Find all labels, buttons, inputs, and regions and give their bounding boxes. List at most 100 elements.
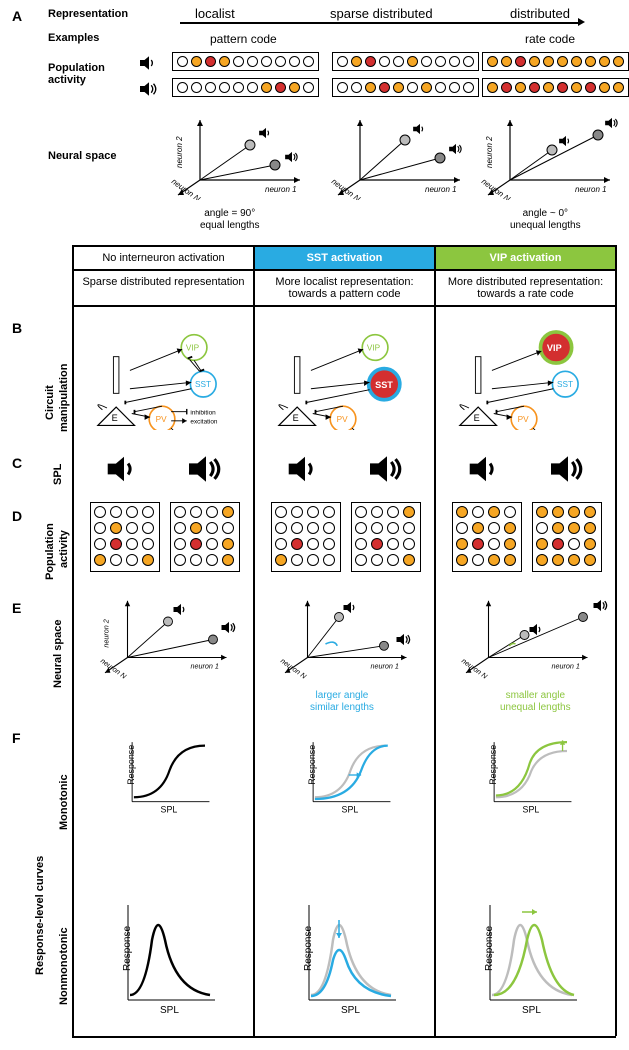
vert-label-manipulation: manipulation	[58, 364, 70, 432]
svg-text:SPL: SPL	[160, 1005, 179, 1016]
speaker-e-vip-1	[528, 622, 546, 637]
vline-3	[434, 306, 436, 1036]
row-label-examples: Examples	[48, 32, 99, 44]
dots-sparse-low	[332, 52, 479, 71]
speaker-ns-sp-1	[412, 122, 428, 136]
curve-mono-none: SPL Response	[110, 735, 220, 815]
svg-text:neuron N: neuron N	[170, 177, 202, 200]
header-sparse: sparse distributed	[330, 6, 433, 21]
svg-text:inhibition: inhibition	[190, 409, 216, 416]
vline-4	[615, 306, 617, 1036]
svg-text:E: E	[112, 413, 118, 423]
circuit-sst: E VIP SST PV	[263, 320, 423, 430]
svg-text:neuron 1: neuron 1	[265, 185, 297, 194]
svg-text:PV: PV	[156, 415, 168, 424]
sub-sst: More localist representation: towards a …	[254, 270, 435, 306]
svg-text:PV: PV	[518, 415, 530, 424]
svg-text:VIP: VIP	[186, 343, 200, 352]
svg-text:SPL: SPL	[523, 804, 540, 814]
svg-text:SPL: SPL	[342, 804, 359, 814]
svg-text:neuron N: neuron N	[480, 177, 512, 200]
speaker-c-vip-low	[467, 452, 505, 486]
svg-text:neuron 1: neuron 1	[371, 661, 399, 670]
circuit-none: E VIP SST PV inhibition excitation	[82, 320, 242, 430]
curve-mono-vip: SPL Response	[472, 735, 582, 815]
speaker-ns-di-2	[604, 116, 620, 130]
speaker-c-sst-low	[286, 452, 324, 486]
curve-nonmono-none: SPL Response	[110, 890, 220, 1020]
speaker-e-sst-1	[342, 600, 360, 615]
svg-text:neuron N: neuron N	[330, 177, 362, 200]
vert-label-circuit: Circuit	[44, 385, 56, 420]
svg-text:Response: Response	[307, 745, 317, 785]
grid-sst-low	[271, 502, 341, 572]
panel-d-letter: D	[12, 508, 22, 524]
grid-vip-high	[532, 502, 602, 572]
svg-text:neuron 1: neuron 1	[425, 185, 457, 194]
svg-text:PV: PV	[337, 415, 349, 424]
grid-none-low	[90, 502, 160, 572]
grid-sst-high	[351, 502, 421, 572]
vert-label-spl: SPL	[52, 464, 64, 485]
curve-mono-sst: SPL Response	[291, 735, 401, 815]
svg-text:SPL: SPL	[341, 1005, 360, 1016]
dots-dist-low	[482, 52, 629, 71]
svg-text:Response: Response	[303, 926, 314, 971]
speaker-c-none-low	[105, 452, 143, 486]
svg-text:Response: Response	[126, 745, 136, 785]
svg-text:Response: Response	[488, 745, 498, 785]
speaker-e-none-1	[172, 602, 190, 617]
hline-bottom	[72, 1036, 616, 1038]
grid-none-high	[170, 502, 240, 572]
caption-e-sst: larger angle similar lengths	[310, 690, 374, 714]
vert-label-monotonic: Monotonic	[58, 774, 70, 830]
speaker-ns-loc-2	[284, 150, 300, 164]
svg-text:neuron 1: neuron 1	[552, 661, 580, 670]
svg-text:Response: Response	[122, 926, 133, 971]
dots-sparse-high	[332, 78, 479, 97]
speaker-icon-high-a	[138, 80, 160, 98]
condition-table: No interneuron activation SST activation…	[72, 245, 617, 307]
svg-text:E: E	[474, 413, 480, 423]
panel-b-letter: B	[12, 320, 22, 336]
svg-text:SST: SST	[375, 380, 393, 390]
svg-text:neuron 1: neuron 1	[191, 661, 219, 670]
vert-label-popact2: activity	[58, 530, 70, 568]
example-rate-code: rate code	[525, 32, 575, 46]
panel-e-letter: E	[12, 600, 21, 616]
speaker-e-none-2	[220, 620, 238, 635]
vert-label-nonmonotonic: Nonmonotonic	[58, 927, 70, 1005]
panel-c-letter: C	[12, 455, 22, 471]
hdr-sst: SST activation	[254, 246, 435, 270]
panel-a-letter: A	[12, 8, 22, 24]
speaker-e-vip-2	[592, 598, 610, 613]
speaker-e-sst-2	[395, 632, 413, 647]
row-label-population: Population activity	[48, 62, 105, 86]
vline-1	[72, 306, 74, 1036]
svg-text:SPL: SPL	[161, 804, 178, 814]
caption-e-vip: smaller angle unequal lengths	[500, 690, 571, 714]
svg-text:Response: Response	[484, 926, 495, 971]
sub-vip: More distributed representation: towards…	[435, 270, 616, 306]
svg-text:E: E	[293, 413, 299, 423]
panel-f-letter: F	[12, 730, 21, 746]
arrow-head	[578, 18, 585, 26]
vert-label-popact: Population	[44, 523, 56, 580]
ns-none: neuron 1 neuron 2 neuron N	[88, 590, 248, 680]
hdr-none: No interneuron activation	[73, 246, 254, 270]
dots-localist-high	[172, 78, 319, 97]
grid-vip-low	[452, 502, 522, 572]
header-localist: localist	[195, 6, 235, 21]
caption-ns-right: angle ~ 0° unequal lengths	[510, 208, 581, 232]
svg-text:neuron 2: neuron 2	[102, 619, 111, 647]
dots-dist-high	[482, 78, 629, 97]
speaker-c-sst-high	[366, 452, 408, 486]
speaker-ns-loc-1	[258, 126, 274, 140]
svg-text:neuron 2: neuron 2	[175, 136, 184, 168]
header-distributed: distributed	[510, 6, 570, 21]
curve-nonmono-sst: SPL Response	[291, 890, 401, 1020]
row-label-neural-space: Neural space	[48, 150, 116, 162]
speaker-c-none-high	[185, 452, 227, 486]
speaker-icon-low-a	[138, 54, 160, 72]
dots-localist-low	[172, 52, 319, 71]
